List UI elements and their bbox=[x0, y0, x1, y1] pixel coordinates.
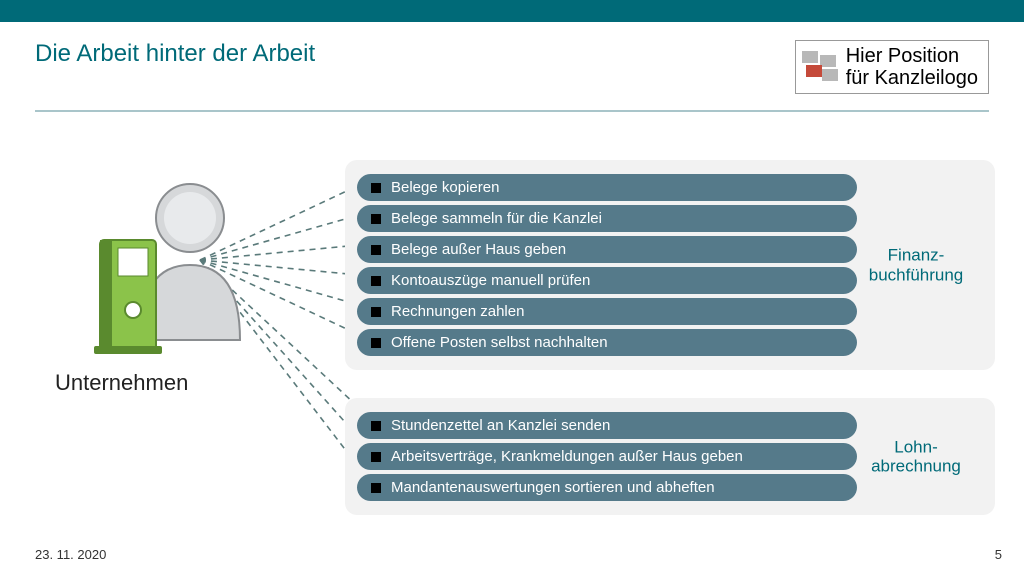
task-group: Stundenzettel an Kanzlei senden Arbeitsve… bbox=[345, 398, 995, 515]
task-pill-label: Belege sammeln für die Kanzlei bbox=[391, 210, 602, 227]
task-pill: Belege außer Haus geben bbox=[357, 236, 857, 263]
task-pill: Rechnungen zahlen bbox=[357, 298, 857, 325]
company-label: Unternehmen bbox=[55, 370, 188, 396]
bullet-square-icon bbox=[371, 245, 381, 255]
bullet-square-icon bbox=[371, 276, 381, 286]
task-pill: Kontoauszüge manuell prüfen bbox=[357, 267, 857, 294]
bullet-square-icon bbox=[371, 452, 381, 462]
task-pill-label: Rechnungen zahlen bbox=[391, 303, 524, 320]
logo-text: Hier Position für Kanzleilogo bbox=[846, 45, 978, 89]
task-pill-label: Belege außer Haus geben bbox=[391, 241, 566, 258]
task-pill-label: Offene Posten selbst nachhalten bbox=[391, 334, 608, 351]
task-pill-label: Arbeitsverträge, Krankmeldungen außer Ha… bbox=[391, 448, 743, 465]
bullet-square-icon bbox=[371, 483, 381, 493]
bullet-square-icon bbox=[371, 421, 381, 431]
logo-placeholder: Hier Position für Kanzleilogo bbox=[795, 40, 989, 94]
footer-page-number: 5 bbox=[995, 547, 1002, 562]
bullet-square-icon bbox=[371, 214, 381, 224]
top-bar bbox=[0, 0, 1024, 22]
header: Die Arbeit hinter der Arbeit Hier Positi… bbox=[35, 40, 989, 94]
task-pill: Mandantenauswertungen sortieren und abhe… bbox=[357, 474, 857, 501]
task-pill: Belege sammeln für die Kanzlei bbox=[357, 205, 857, 232]
task-pill-label: Mandantenauswertungen sortieren und abhe… bbox=[391, 479, 715, 496]
bullet-square-icon bbox=[371, 307, 381, 317]
group-label: Lohn-abrechnung bbox=[851, 437, 981, 476]
task-pill: Offene Posten selbst nachhalten bbox=[357, 329, 857, 356]
logo-mark-icon bbox=[800, 49, 840, 85]
bullet-square-icon bbox=[371, 183, 381, 193]
group-label: Finanz-buchführung bbox=[851, 245, 981, 284]
task-pill-label: Belege kopieren bbox=[391, 179, 499, 196]
page-title: Die Arbeit hinter der Arbeit bbox=[35, 40, 315, 68]
task-pill: Stundenzettel an Kanzlei senden bbox=[357, 412, 857, 439]
task-group: Belege kopieren Belege sammeln für die Ka… bbox=[345, 160, 995, 370]
footer-date: 23. 11. 2020 bbox=[35, 547, 106, 562]
task-pill-label: Stundenzettel an Kanzlei senden bbox=[391, 417, 610, 434]
task-pill: Arbeitsverträge, Krankmeldungen außer Ha… bbox=[357, 443, 857, 470]
bullet-square-icon bbox=[371, 338, 381, 348]
task-pill: Belege kopieren bbox=[357, 174, 857, 201]
header-divider bbox=[35, 110, 989, 112]
task-pill-label: Kontoauszüge manuell prüfen bbox=[391, 272, 590, 289]
person-binder-icon bbox=[80, 170, 260, 360]
